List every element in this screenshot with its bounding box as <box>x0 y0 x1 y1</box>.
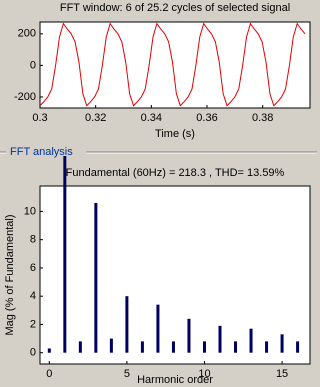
harmonic-bar <box>156 304 160 353</box>
harmonic-bar <box>94 202 98 353</box>
x-tick-label: 0.32 <box>85 112 106 124</box>
harmonic-bar <box>78 341 82 353</box>
plot-marks <box>47 156 300 353</box>
harmonic-bar <box>265 341 269 353</box>
x-tick-label: 0.36 <box>196 112 217 124</box>
harmonic-bar <box>47 348 51 353</box>
harmonic-bar <box>125 296 129 353</box>
harmonic-bar <box>218 325 222 353</box>
x-tick-label: 15 <box>276 368 288 380</box>
x-tick-label: 10 <box>198 368 210 380</box>
y-tick-label: 2 <box>30 318 36 330</box>
signal-line <box>40 22 306 107</box>
y-tick-label: 8 <box>30 234 36 246</box>
harmonic-bar <box>202 341 206 353</box>
y-tick-label: -200 <box>14 91 36 103</box>
x-tick-label: 0.34 <box>141 112 162 124</box>
y-tick-label: 0 <box>30 59 36 71</box>
harmonic-bar <box>249 328 253 353</box>
harmonic-bar <box>171 341 175 353</box>
x-tick-label: 5 <box>124 368 130 380</box>
y-axis-label: Mag (% of Fundamental) <box>4 214 16 335</box>
y-tick-label: 0 <box>30 347 36 359</box>
plot-area <box>39 21 311 109</box>
x-axis-label: Harmonic order <box>137 374 213 386</box>
harmonic-bar <box>280 334 284 353</box>
harmonic-bar <box>109 338 113 353</box>
harmonic-bar <box>187 318 191 353</box>
plot-marks <box>40 22 306 107</box>
y-tick-label: 200 <box>18 28 36 40</box>
x-tick-label: 0 <box>46 368 52 380</box>
harmonic-bar <box>140 341 144 353</box>
chart-title: Fundamental (60Hz) = 218.3 , THD= 13.59% <box>66 167 285 179</box>
plot-area <box>39 185 311 365</box>
y-tick-label: 4 <box>30 290 36 302</box>
panel-label-bg <box>6 145 86 159</box>
y-tick-label: 6 <box>30 262 36 274</box>
x-tick-label: 0.3 <box>32 112 47 124</box>
harmonic-bar <box>234 341 238 353</box>
harmonic-bar <box>296 341 300 353</box>
panel-label: FFT analysis <box>10 146 73 158</box>
chart-title: FFT window: 6 of 25.2 cycles of selected… <box>60 2 290 14</box>
y-tick-label: 10 <box>24 205 36 217</box>
harmonic-bar <box>63 156 67 353</box>
x-axis-label: Time (s) <box>155 128 195 140</box>
x-tick-label: 0.38 <box>252 112 273 124</box>
